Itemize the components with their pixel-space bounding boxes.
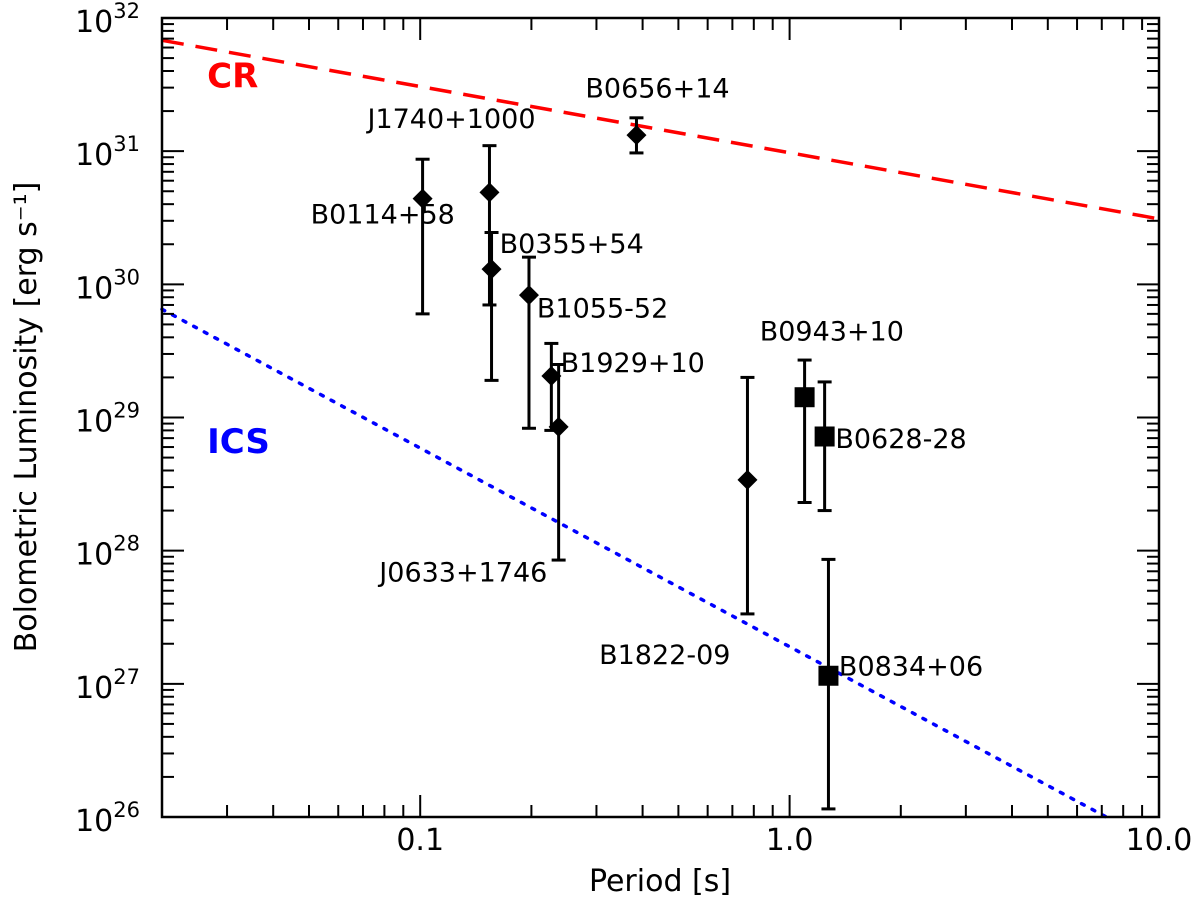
- y-tick-mantissa: 10: [75, 804, 113, 839]
- axis-ticks: [161, 18, 1159, 818]
- point-label: B1822-09: [599, 640, 730, 671]
- point-label: B0114+58: [311, 200, 455, 231]
- y-tick-mantissa: 10: [75, 5, 113, 40]
- square-marker: [814, 426, 835, 447]
- square-marker: [794, 387, 815, 408]
- y-tick-exponent: 30: [113, 265, 140, 289]
- x-axis-title: Period [s]: [589, 864, 731, 899]
- y-tick-exponent: 27: [113, 665, 140, 689]
- point-labels: B0114+58 J1740+1000 B0355+54 B1055-52 B1929+…: [311, 74, 984, 683]
- y-tick-exponent: 28: [113, 532, 140, 556]
- data-markers: [412, 125, 839, 686]
- point-label: B0656+14: [585, 74, 729, 105]
- y-tick-label: 1026: [75, 798, 140, 839]
- point-label: B0943+10: [760, 317, 904, 348]
- y-tick-exponent: 26: [113, 798, 140, 822]
- y-tick-label: 1030: [75, 265, 140, 306]
- point-label: B0628-28: [835, 424, 966, 455]
- diamond-marker: [737, 469, 758, 490]
- model-label-cr: CR: [207, 57, 258, 97]
- diamond-marker: [541, 365, 562, 386]
- y-tick-mantissa: 10: [75, 138, 113, 173]
- y-tick-mantissa: 10: [75, 538, 113, 573]
- diamond-marker: [412, 188, 433, 209]
- square-marker: [818, 665, 839, 686]
- point-label: B1929+10: [561, 348, 705, 379]
- point-label: B0355+54: [500, 229, 644, 260]
- model-label-ics: ICS: [207, 422, 270, 462]
- point-label: J1740+1000: [365, 104, 535, 135]
- y-tick-exponent: 29: [113, 399, 140, 423]
- model-lines: [160, 38, 1160, 819]
- y-tick-label: 1032: [75, 0, 140, 40]
- point-label: B0834+06: [839, 652, 983, 683]
- plot-frame: [160, 16, 1161, 819]
- x-tick-label: 10.0: [1126, 823, 1193, 858]
- point-label: J0633+1746: [377, 557, 547, 588]
- y-tick-label: 1028: [75, 532, 140, 573]
- diamond-marker: [518, 285, 539, 306]
- model-line-ics: [160, 307, 1109, 819]
- diamond-marker: [481, 259, 502, 280]
- y-tick-mantissa: 10: [75, 671, 113, 706]
- y-tick-label: 1029: [75, 399, 140, 440]
- x-tick-label: 1.0: [766, 823, 814, 858]
- y-tick-label: 1027: [75, 665, 140, 706]
- point-label: B1055-52: [537, 293, 668, 324]
- y-tick-mantissa: 10: [75, 271, 113, 306]
- y-tick-mantissa: 10: [75, 405, 113, 440]
- y-tick-exponent: 31: [113, 132, 140, 156]
- model-labels: CR ICS: [207, 57, 270, 463]
- y-tick-exponent: 32: [113, 0, 140, 23]
- x-tick-label: 0.1: [396, 823, 444, 858]
- diamond-marker: [479, 182, 500, 203]
- diamond-marker: [548, 416, 569, 437]
- diamond-marker: [626, 125, 647, 146]
- y-tick-label: 1031: [75, 132, 140, 173]
- y-axis-title: Bolometric Luminosity [erg s⁻¹]: [9, 182, 44, 653]
